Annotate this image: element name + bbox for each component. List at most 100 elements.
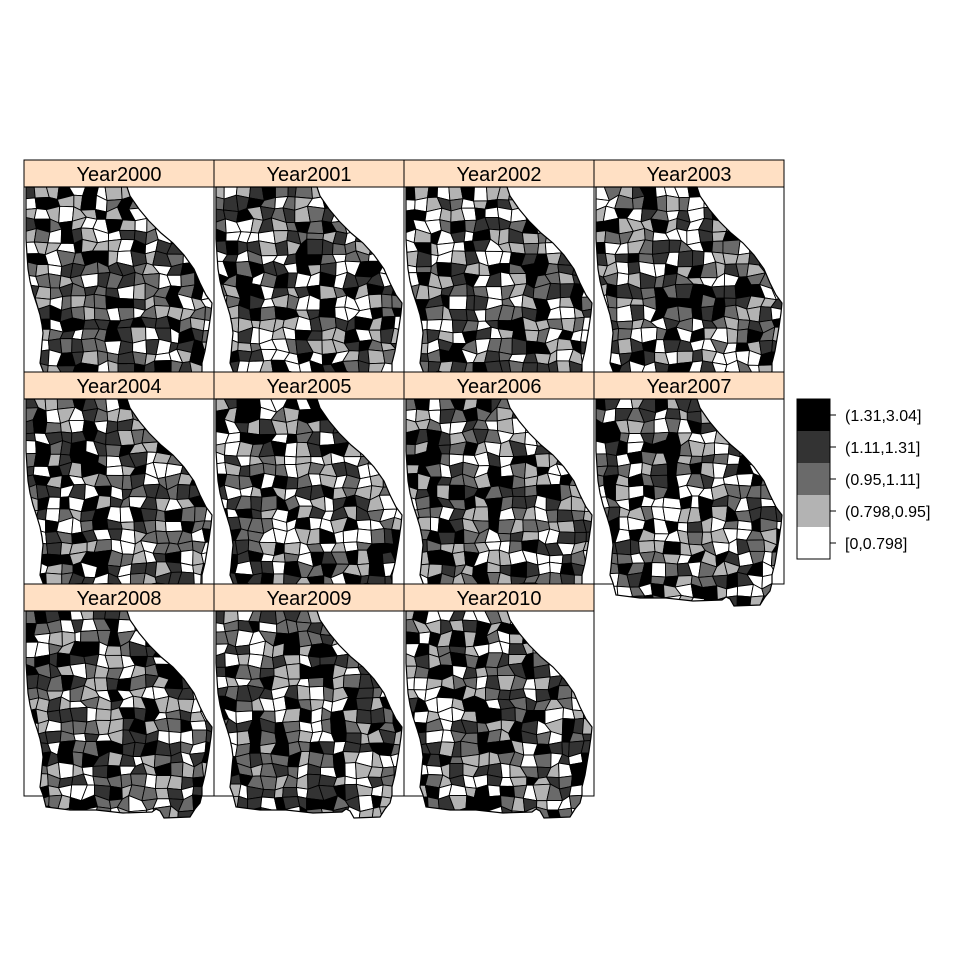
county	[556, 531, 576, 545]
map-panel: Year2003	[593, 159, 785, 395]
county	[416, 507, 431, 518]
county	[484, 350, 501, 363]
county	[80, 629, 100, 643]
county	[424, 304, 444, 321]
county	[615, 483, 630, 502]
county	[572, 717, 585, 735]
legend-swatch	[797, 527, 830, 559]
county	[735, 252, 751, 265]
legend-swatch	[797, 495, 830, 527]
county	[80, 194, 97, 211]
county	[226, 795, 240, 811]
county	[651, 239, 670, 255]
county	[472, 506, 490, 522]
county	[605, 596, 620, 606]
county	[556, 509, 574, 523]
county	[617, 595, 634, 606]
county	[614, 253, 629, 264]
county	[500, 706, 516, 722]
county	[692, 348, 704, 363]
county	[204, 506, 212, 522]
county	[758, 306, 773, 323]
county	[105, 444, 122, 458]
county	[473, 187, 488, 202]
legend-label: (1.31,3.04]	[845, 408, 922, 425]
panel-title: Year2007	[647, 376, 732, 398]
county	[406, 795, 417, 810]
county	[154, 519, 167, 533]
county	[556, 520, 576, 533]
county	[722, 520, 739, 530]
county	[355, 687, 374, 700]
map-panel: Year2005	[213, 371, 405, 607]
county	[93, 677, 109, 692]
county	[296, 684, 311, 701]
county	[596, 583, 609, 599]
county	[449, 651, 468, 668]
panel-title: Year2010	[457, 588, 542, 610]
county	[524, 329, 540, 343]
county	[461, 619, 478, 633]
county	[234, 644, 251, 656]
county	[523, 242, 540, 255]
county	[236, 809, 253, 818]
county	[484, 666, 498, 677]
county	[393, 728, 402, 746]
county	[177, 809, 196, 818]
county	[57, 611, 72, 621]
legend-label: (0.798,0.95]	[845, 504, 930, 521]
county	[370, 528, 386, 545]
panel-strip	[23, 583, 215, 612]
county	[93, 293, 108, 310]
county	[306, 238, 324, 256]
legend-swatch	[797, 431, 830, 463]
county	[58, 205, 75, 224]
county	[68, 419, 86, 434]
county	[118, 219, 136, 231]
county	[260, 560, 275, 575]
county	[701, 585, 718, 601]
county	[511, 337, 528, 355]
county	[500, 762, 511, 779]
county	[536, 242, 547, 255]
county	[664, 562, 679, 578]
county	[424, 807, 440, 818]
county	[533, 752, 552, 769]
county	[559, 306, 576, 320]
county	[746, 539, 766, 552]
legend-swatch	[797, 399, 830, 431]
county	[391, 516, 402, 532]
county	[192, 794, 206, 811]
panel-strip	[213, 159, 405, 188]
county	[650, 562, 667, 578]
county	[584, 794, 592, 812]
county	[166, 717, 182, 734]
panel-title: Year2003	[647, 164, 732, 186]
county	[437, 531, 456, 545]
county	[691, 250, 705, 268]
county	[272, 695, 287, 712]
county	[475, 810, 487, 818]
county	[46, 496, 61, 510]
panel-title: Year2004	[77, 376, 162, 398]
county	[448, 295, 468, 311]
county	[216, 795, 229, 810]
county	[129, 562, 148, 575]
county	[26, 807, 36, 818]
county	[478, 751, 490, 768]
county	[59, 496, 70, 510]
county	[667, 363, 678, 373]
panel-title: Year2001	[267, 164, 352, 186]
panel-title: Year2005	[267, 376, 352, 398]
panel-title: Year2009	[267, 588, 352, 610]
county	[92, 611, 107, 620]
county	[582, 510, 592, 524]
county	[249, 307, 262, 322]
county	[170, 761, 184, 778]
county	[545, 509, 559, 523]
panel-strip	[593, 159, 785, 188]
county	[511, 486, 526, 498]
county	[176, 484, 191, 501]
county	[465, 295, 475, 311]
county	[298, 707, 312, 724]
